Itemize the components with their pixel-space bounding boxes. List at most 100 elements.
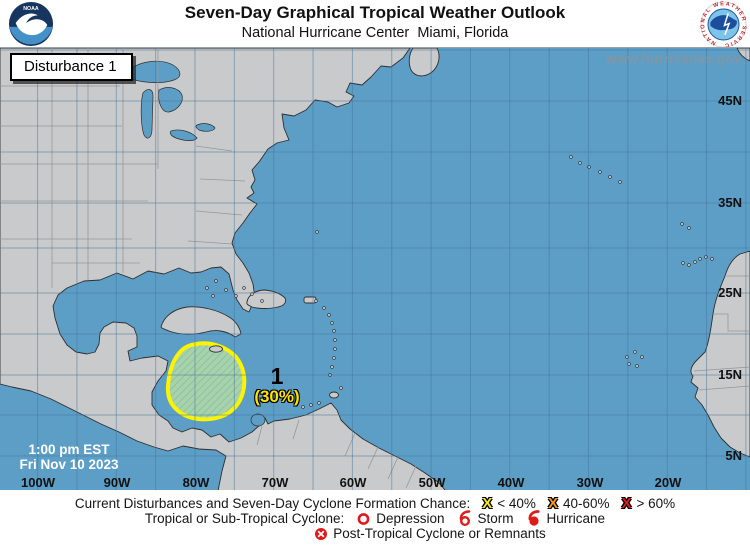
nws-logo-icon: NATIONAL WEATHER SERVICE [700, 1, 747, 48]
legend-row: Current Disturbances and Seven-Day Cyclo… [0, 496, 750, 511]
legend-item: Hurricane [526, 510, 606, 527]
island-dot [681, 261, 685, 265]
trinidad-island [329, 391, 339, 399]
latitude-label: 5N [725, 448, 742, 463]
hispaniola-island [246, 289, 287, 309]
island-dot [710, 257, 714, 261]
island-dot [598, 170, 602, 174]
legend-item-label: Depression [376, 511, 445, 526]
latitude-label: 25N [718, 285, 742, 300]
disturbance-tag[interactable]: Disturbance 1 [10, 53, 133, 81]
longitude-label: 70W [261, 475, 289, 490]
island-dot [260, 299, 264, 303]
hurricane-icon [526, 510, 542, 527]
page-title: Seven-Day Graphical Tropical Weather Out… [184, 3, 566, 22]
island-dot [680, 222, 684, 226]
legend-item: X 40-60% [548, 496, 610, 511]
island-dot [330, 365, 334, 369]
page-subtitle: National Hurricane Center Miami, Florida [241, 25, 509, 41]
latitude-label: 15N [718, 367, 742, 382]
small-islands [205, 155, 714, 409]
island-dot [633, 350, 637, 354]
island-dot [301, 405, 305, 409]
legend-item: Depression [356, 511, 445, 526]
storm-icon [457, 510, 473, 527]
island-dot [317, 401, 321, 405]
island-dot [333, 347, 337, 351]
legend-row: Post-Tropical Cyclone or Remnants [55, 526, 750, 541]
island-dot [608, 175, 612, 179]
legend-item-label: 40-60% [562, 496, 610, 511]
island-dot [569, 155, 573, 159]
legend-item: X > 60% [622, 496, 676, 511]
island-dot [333, 338, 337, 342]
legend-item-label: Storm [477, 511, 514, 526]
state-country-borders [0, 48, 750, 489]
legend-row: Tropical or Sub-Tropical Cyclone: Depress… [0, 510, 750, 527]
x-mark-icon: X [621, 495, 632, 512]
depression-icon [356, 511, 371, 526]
legend-item-label: < 40% [497, 496, 536, 511]
issued-date: Fri Nov 10 2023 [19, 457, 119, 472]
header: Seven-Day Graphical Tropical Weather Out… [0, 0, 750, 48]
island-dot [242, 286, 246, 290]
legend-item-label: Post-Tropical Cyclone or Remnants [333, 526, 546, 541]
x-mark-icon: X [482, 495, 493, 512]
island-dot [327, 313, 331, 317]
longitude-label: 100W [21, 475, 55, 490]
island-dot [309, 403, 313, 407]
x-mark-icon: X [547, 495, 558, 512]
island-dot [332, 356, 336, 360]
great-lakes [125, 60, 266, 427]
latitude-label: 35N [718, 195, 742, 210]
longitude-label: 50W [418, 475, 446, 490]
legend: Current Disturbances and Seven-Day Cyclo… [0, 490, 750, 550]
island-dot [687, 226, 691, 230]
latitude-label: 45N [718, 93, 742, 108]
longitude-label: 90W [103, 475, 131, 490]
legend-item-label: > 60% [636, 496, 676, 511]
island-dot [211, 294, 215, 298]
legend-item: Storm [457, 510, 514, 527]
legend-row-text: Current Disturbances and Seven-Day Cyclo… [74, 496, 471, 511]
island-dot [687, 263, 691, 267]
landmasses [0, 48, 750, 491]
island-dot [322, 306, 326, 310]
island-dot [330, 321, 334, 325]
basemap-svg [0, 48, 750, 491]
legend-item: Post-Tropical Cyclone or Remnants [314, 526, 546, 541]
longitude-label: 40W [497, 475, 525, 490]
island-dot [698, 257, 702, 261]
island-dot [314, 299, 318, 303]
lake-maracaibo [250, 413, 266, 427]
longitude-label: 30W [576, 475, 604, 490]
island-dot [205, 286, 209, 290]
island-dot [578, 161, 582, 165]
longitude-label: 60W [339, 475, 367, 490]
island-dot [234, 294, 238, 298]
island-dot [224, 288, 228, 292]
africa-landmass [690, 250, 750, 458]
disturbance-area[interactable] [165, 341, 247, 422]
island-dot [635, 364, 639, 368]
watermark: www.hurricanes.gov [606, 51, 742, 66]
island-dot [214, 279, 218, 283]
island-dot [339, 386, 343, 390]
longitude-label: 80W [182, 475, 210, 490]
grid-lines [0, 48, 750, 491]
island-dot [315, 230, 319, 234]
americas-landmass [0, 48, 447, 491]
island-dot [618, 180, 622, 184]
legend-item-label: Hurricane [546, 511, 606, 526]
atlantic-basin-map: www.hurricanes.gov Disturbance 1 1:00 pm… [0, 47, 750, 491]
cuba-island [160, 306, 242, 338]
jamaica-island [209, 345, 223, 353]
issued-time: 1:00 pm EST [28, 442, 110, 457]
legend-row-text: Tropical or Sub-Tropical Cyclone: [144, 511, 345, 526]
disturbance-chance-label: (30%) [254, 387, 300, 406]
island-dot [640, 355, 644, 359]
noaa-logo-text: NOAA [23, 6, 39, 12]
island-dot [693, 260, 697, 264]
disturbance-number-label: 1 [270, 363, 284, 389]
island-dot [332, 329, 336, 333]
